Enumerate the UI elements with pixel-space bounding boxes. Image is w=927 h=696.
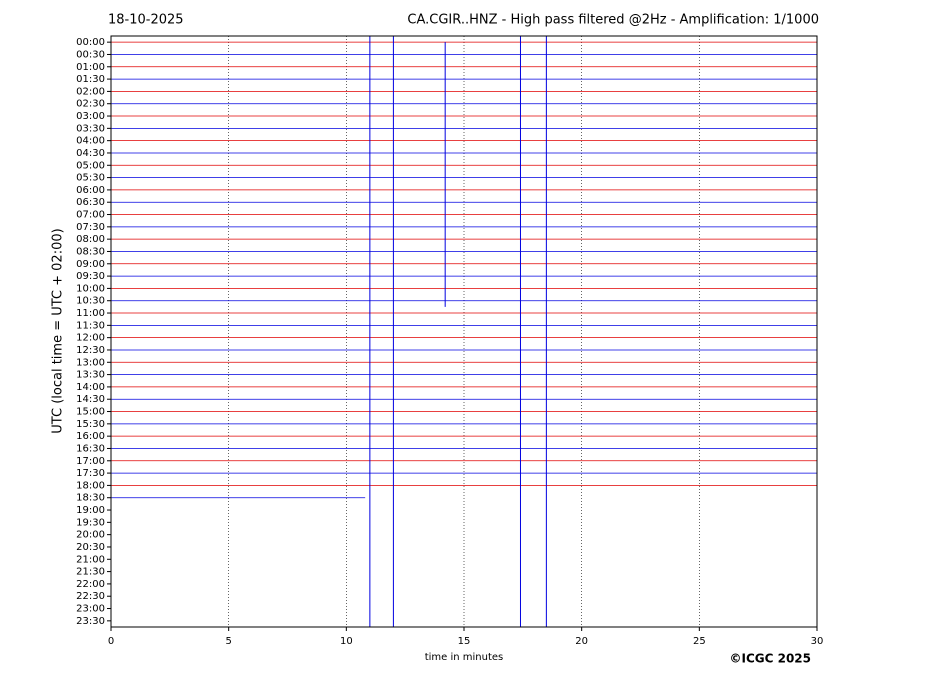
x-tick-label: 5	[225, 636, 231, 647]
x-axis-label: time in minutes	[425, 652, 504, 663]
y-tick-label: 02:30	[76, 99, 105, 110]
y-tick-label: 03:00	[76, 111, 105, 122]
y-tick-label: 00:00	[76, 37, 105, 48]
y-tick-label: 21:30	[76, 567, 105, 578]
x-tick-label: 20	[575, 636, 588, 647]
y-tick-label: 17:00	[76, 456, 105, 467]
y-tick-label: 13:00	[76, 357, 105, 368]
y-tick-label: 06:00	[76, 185, 105, 196]
y-tick-label: 08:30	[76, 246, 105, 257]
y-tick-label: 13:30	[76, 370, 105, 381]
x-tick-label: 0	[108, 636, 114, 647]
copyright: ©ICGC 2025	[729, 652, 811, 666]
y-tick-label: 14:30	[76, 394, 105, 405]
y-tick-label: 06:30	[76, 197, 105, 208]
y-tick-label: 12:00	[76, 333, 105, 344]
y-tick-label: 12:30	[76, 345, 105, 356]
y-axis-label: UTC (local time = UTC + 02:00)	[51, 228, 66, 433]
y-tick-label: 04:30	[76, 148, 105, 159]
y-tick-label: 07:00	[76, 210, 105, 221]
chart-title: CA.CGIR..HNZ - High pass filtered @2Hz -…	[407, 13, 819, 28]
y-tick-label: 23:30	[76, 616, 105, 627]
y-tick-label: 22:00	[76, 579, 105, 590]
y-tick-label: 03:30	[76, 123, 105, 134]
x-tick-label: 25	[693, 636, 706, 647]
y-tick-label: 11:30	[76, 320, 105, 331]
x-tick-label: 30	[811, 636, 824, 647]
y-tick-label: 15:30	[76, 419, 105, 430]
y-tick-label: 18:30	[76, 493, 105, 504]
y-tick-label: 19:30	[76, 517, 105, 528]
y-tick-label: 01:00	[76, 62, 105, 73]
x-tick-label: 10	[340, 636, 353, 647]
y-tick-label: 11:00	[76, 308, 105, 319]
y-tick-label: 08:00	[76, 234, 105, 245]
y-tick-label: 21:00	[76, 554, 105, 565]
y-tick-label: 05:00	[76, 160, 105, 171]
y-tick-label: 22:30	[76, 591, 105, 602]
chart-date: 18-10-2025	[108, 13, 184, 28]
y-tick-label: 09:00	[76, 259, 105, 270]
y-tick-label: 16:30	[76, 443, 105, 454]
y-tick-label: 10:30	[76, 296, 105, 307]
y-tick-label: 15:00	[76, 407, 105, 418]
y-tick-label: 14:00	[76, 382, 105, 393]
y-tick-label: 01:30	[76, 74, 105, 85]
y-tick-label: 20:30	[76, 542, 105, 553]
y-tick-label: 20:00	[76, 530, 105, 541]
y-tick-label: 18:00	[76, 480, 105, 491]
y-tick-label: 02:00	[76, 86, 105, 97]
y-tick-label: 04:00	[76, 136, 105, 147]
y-tick-label: 09:30	[76, 271, 105, 282]
x-tick-label: 15	[458, 636, 471, 647]
plot-frame	[110, 35, 818, 628]
y-tick-label: 10:00	[76, 283, 105, 294]
y-tick-label: 16:00	[76, 431, 105, 442]
y-tick-label: 23:00	[76, 604, 105, 615]
y-tick-label: 17:30	[76, 468, 105, 479]
y-tick-label: 07:30	[76, 222, 105, 233]
y-tick-label: 19:00	[76, 505, 105, 516]
y-tick-label: 05:30	[76, 173, 105, 184]
y-tick-label: 00:30	[76, 49, 105, 60]
